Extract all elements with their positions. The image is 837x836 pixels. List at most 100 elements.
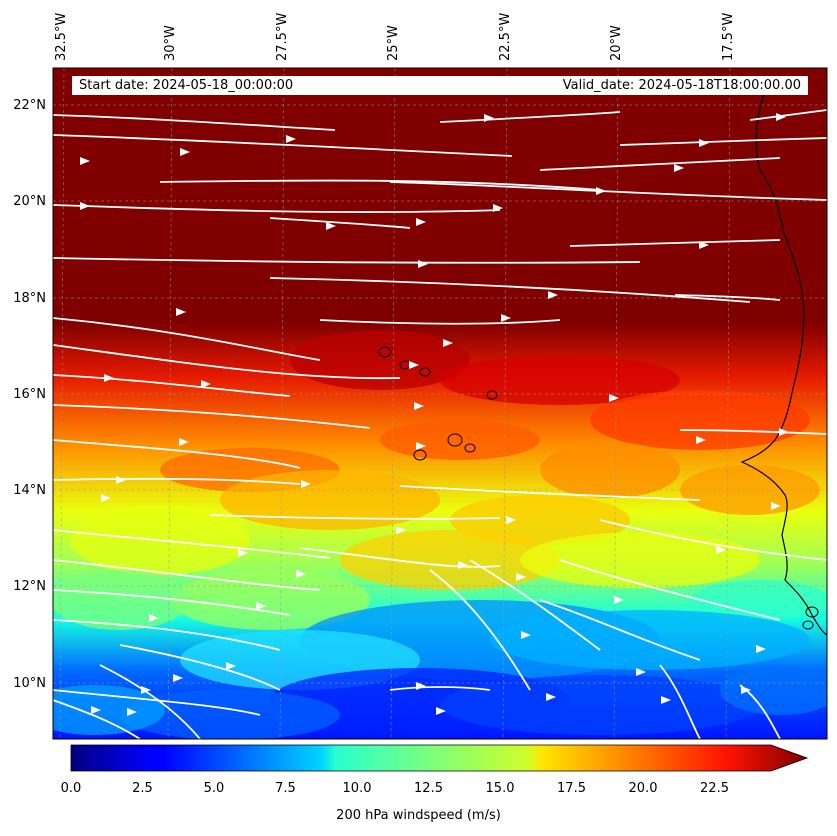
streamline-arrow — [149, 614, 159, 622]
colorbar-tick-label: 10.0 — [342, 781, 372, 796]
streamline-arrow — [416, 682, 426, 690]
windspeed-patch — [490, 610, 810, 670]
grid-line — [279, 68, 285, 739]
island-outline — [413, 449, 427, 461]
streamline — [53, 477, 301, 485]
grid-line — [390, 68, 396, 739]
streamline — [53, 374, 291, 397]
lat-label: 14°N — [13, 483, 46, 498]
windspeed-patch — [540, 442, 680, 498]
streamline-arrow — [416, 442, 426, 450]
valid-date: Valid_date: 2024-05-18T18:00:00.00 — [562, 78, 801, 93]
streamline-arrow — [458, 561, 468, 569]
streamline-arrow — [296, 570, 306, 578]
streamline — [53, 404, 371, 429]
streamline — [53, 559, 321, 591]
streamline — [319, 319, 561, 325]
streamline — [53, 689, 261, 716]
windspeed-patch — [520, 532, 760, 588]
streamline-arrow — [548, 291, 558, 299]
streamline — [559, 559, 781, 621]
streamline-arrow — [716, 546, 726, 554]
grid-line — [725, 68, 731, 739]
coastline — [378, 91, 827, 636]
streamline-arrow — [418, 260, 428, 268]
streamline-arrow — [636, 668, 646, 676]
lat-label: 12°N — [13, 579, 46, 594]
streamline — [53, 204, 501, 213]
colorbar-label: 200 hPa windspeed (m/s) — [336, 808, 501, 823]
lon-label: 32.5°W — [54, 12, 69, 61]
streamline-arrow — [779, 428, 789, 436]
windspeed-patch — [440, 355, 680, 405]
streamline-arrow — [91, 706, 101, 714]
streamline — [53, 589, 291, 616]
colorbar-bar — [70, 744, 809, 772]
streamline-arrow — [179, 438, 189, 446]
lon-label: 20°W — [609, 25, 624, 61]
streamline-arrow — [484, 114, 494, 122]
windspeed-patch — [290, 330, 470, 390]
streamline — [53, 257, 641, 264]
lat-label: 18°N — [13, 291, 46, 306]
island-outline — [464, 443, 476, 453]
streamline — [674, 294, 781, 301]
streamline-arrow — [414, 402, 424, 410]
colorbar-tick-label: 7.5 — [275, 781, 296, 796]
streamline — [389, 686, 491, 691]
streamline-arrow — [396, 526, 406, 534]
streamlines — [53, 109, 827, 739]
lat-label: 16°N — [13, 387, 46, 402]
streamline-arrow — [506, 516, 516, 524]
windspeed-patch — [53, 570, 190, 630]
streamline-arrow — [201, 380, 211, 388]
streamline-arrow — [756, 645, 766, 653]
streamline — [99, 664, 201, 739]
streamline-arrow — [699, 139, 709, 147]
streamline-arrow — [416, 218, 426, 226]
island-outline — [419, 367, 431, 377]
streamline-arrow — [771, 502, 781, 510]
windspeed-patch — [170, 570, 370, 630]
streamline-arrow — [614, 596, 624, 604]
streamline — [539, 157, 781, 171]
windspeed-patch — [450, 495, 630, 545]
streamline-arrow — [301, 480, 311, 488]
streamline — [619, 137, 827, 146]
lat-label: 22°N — [13, 98, 46, 113]
streamline — [429, 569, 531, 691]
lat-label: 10°N — [13, 676, 46, 691]
streamline-arrow — [80, 202, 90, 210]
lat-label: 20°N — [13, 194, 46, 209]
grid-line — [502, 68, 508, 739]
streamline-arrow — [409, 361, 419, 369]
streamline — [399, 485, 701, 501]
streamline-arrow — [696, 436, 706, 444]
lon-label: 22.5°W — [498, 12, 513, 61]
windspeed-patch — [220, 470, 440, 530]
island-outline — [802, 620, 814, 630]
streamline-arrow — [80, 157, 90, 165]
map-panel — [53, 68, 827, 739]
streamline-arrow — [173, 674, 183, 682]
streamline — [569, 239, 781, 247]
streamline-arrow — [436, 707, 446, 715]
streamline-arrow — [609, 394, 619, 402]
island-outline — [805, 606, 819, 618]
streamline — [439, 111, 621, 123]
streamline — [679, 429, 827, 435]
colorbar-tick-label: 22.5 — [700, 781, 729, 796]
colorbar-tick-label: 2.5 — [132, 781, 153, 796]
streamline-arrow — [776, 113, 786, 121]
windspeed-patch — [690, 580, 827, 620]
windspeed-patch — [440, 675, 760, 735]
date-info-box: Start date: 2024-05-18_00:00:00 Valid_da… — [72, 76, 808, 95]
lon-label: 30°W — [163, 25, 178, 61]
streamline-arrow — [176, 308, 186, 316]
streamline-arrow — [741, 686, 751, 694]
map-frame — [52, 67, 828, 740]
lon-label: 17.5°W — [721, 12, 736, 61]
windspeed-patch — [590, 390, 810, 450]
streamline — [599, 519, 827, 561]
